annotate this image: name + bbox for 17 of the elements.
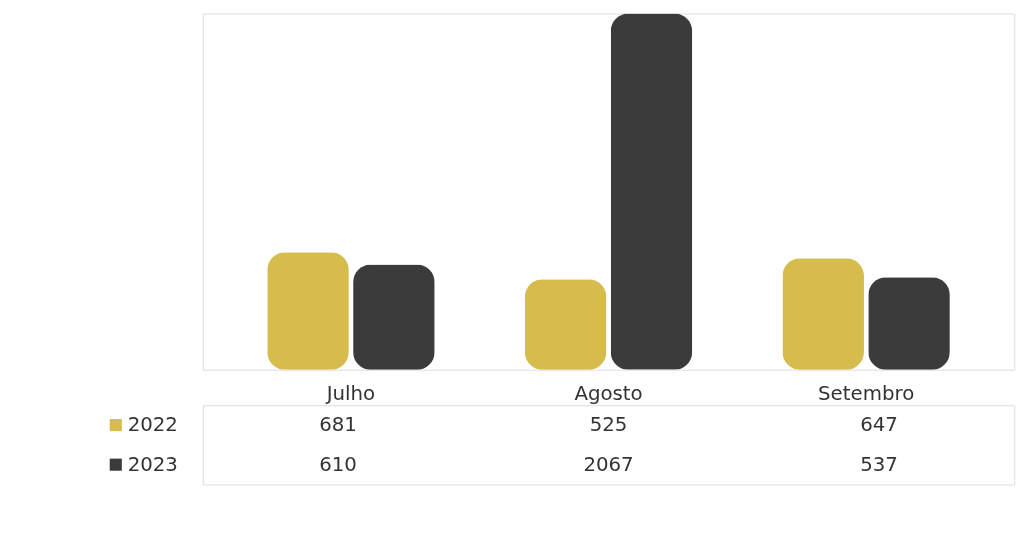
x-tick-label: Julho [324, 381, 376, 405]
data-label: 537 [860, 452, 898, 476]
bar [353, 264, 435, 370]
data-label: 525 [589, 413, 628, 437]
data-label: 610 [319, 452, 357, 476]
data-label: 647 [860, 413, 898, 437]
bar [524, 279, 607, 370]
bar [610, 13, 693, 370]
bar [868, 277, 950, 370]
bar [267, 252, 349, 370]
legend-label: 2023 [127, 452, 178, 476]
x-tick-label: Agosto [574, 381, 643, 405]
x-tick-label: Setembro [818, 381, 915, 405]
bar [782, 258, 864, 370]
data-label: 681 [319, 413, 357, 437]
legend-label: 2022 [127, 413, 178, 437]
data-label: 2067 [583, 452, 634, 476]
